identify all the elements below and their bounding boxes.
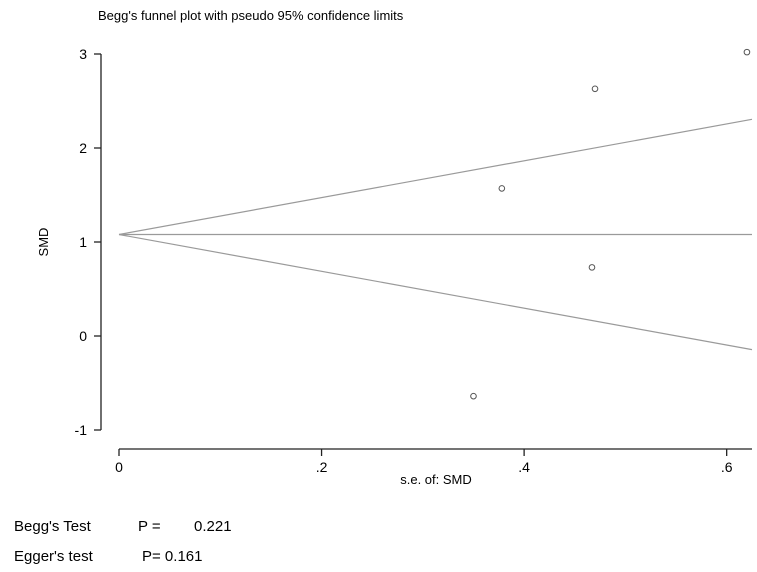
funnel-lines	[118, 118, 753, 351]
data-point	[498, 185, 506, 192]
begg-p-label: P =	[138, 518, 161, 535]
x-axis-label: s.e. of: SMD	[400, 472, 472, 487]
y-tick-label: 3	[79, 46, 87, 62]
x-tick-label: .6	[721, 459, 733, 475]
egger-test-label: Egger's test	[14, 548, 93, 565]
y-axis-label: SMD	[36, 228, 51, 257]
y-tick-label: -1	[75, 422, 88, 438]
upper-limit-line	[118, 118, 753, 236]
data-point	[470, 392, 477, 400]
data-point	[591, 85, 599, 93]
lower-limit-line	[118, 233, 753, 351]
data-point	[743, 48, 751, 56]
y-tick-label: 0	[79, 328, 87, 344]
chart-title: Begg's funnel plot with pseudo 95% confi…	[98, 8, 404, 23]
y-tick-label: 1	[79, 234, 87, 250]
begg-test-label: Begg's Test	[14, 518, 91, 535]
y-tick-label: 2	[79, 140, 87, 156]
x-tick-label: .4	[518, 459, 530, 475]
funnel-plot: Begg's funnel plot with pseudo 95% confi…	[36, 8, 753, 487]
x-tick-label: .2	[316, 459, 328, 475]
data-point	[588, 264, 596, 271]
data-points	[470, 48, 751, 400]
egger-p-label: P= 0.161	[142, 548, 203, 565]
x-tick-label: 0	[115, 459, 123, 475]
axes: -1 0 1 2 3 0 .2 .4 .6	[75, 46, 752, 475]
begg-p-value: 0.221	[194, 518, 232, 535]
